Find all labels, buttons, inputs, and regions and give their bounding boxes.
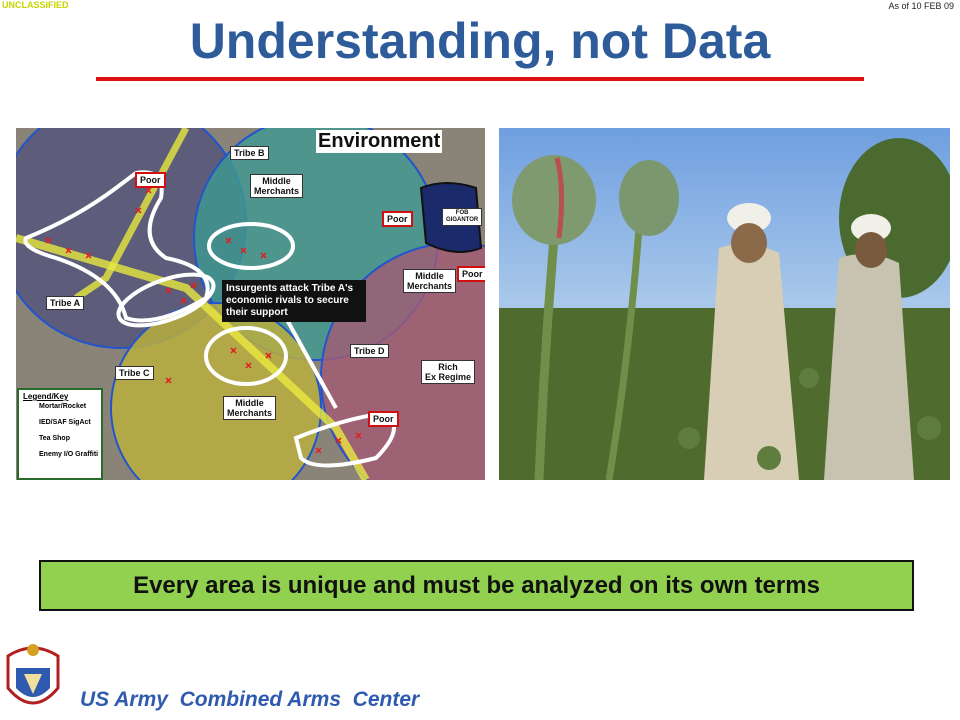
date: As of 10 FEB 09 bbox=[888, 1, 954, 11]
map-label: Tribe B bbox=[230, 146, 269, 160]
map-label: Poor bbox=[135, 172, 166, 188]
legend-item: IED/SAF SigAct bbox=[39, 419, 91, 426]
callout: Insurgents attack Tribe A's economic riv… bbox=[222, 280, 366, 322]
map-label: Middle Merchants bbox=[223, 396, 277, 420]
map-label: Middle Merchants bbox=[403, 269, 457, 293]
map-title: Environment bbox=[316, 130, 443, 153]
classification: UNCLASSIFIED bbox=[2, 0, 69, 10]
map-label: Poor bbox=[382, 211, 413, 227]
map-label: Poor bbox=[368, 411, 399, 427]
organization: US Army Combined Arms Center bbox=[80, 688, 420, 711]
logo bbox=[6, 644, 60, 705]
legend: Legend/Key Mortar/Rocket IED/SAF SigAct … bbox=[17, 388, 103, 480]
environment-map: Environment Tribe B Poor Middle Merchant… bbox=[16, 128, 485, 480]
map-label: Middle Merchants bbox=[250, 174, 304, 198]
photo-image bbox=[499, 128, 950, 480]
title-rule bbox=[96, 77, 864, 81]
map-label: Tribe D bbox=[350, 344, 389, 358]
map-label: Poor bbox=[457, 266, 485, 282]
map-label: Tribe C bbox=[115, 366, 154, 380]
poppy-photo bbox=[499, 128, 950, 480]
legend-title: Legend/Key bbox=[23, 392, 69, 401]
legend-item: Enemy I/O Graffiti bbox=[39, 451, 99, 458]
banner: Every area is unique and must be analyze… bbox=[39, 560, 914, 611]
legend-item: Mortar/Rocket bbox=[39, 403, 87, 410]
slide-title: Understanding, not Data bbox=[189, 13, 771, 69]
map-label: Tribe A bbox=[46, 296, 85, 310]
map-label: FOB GIGANTOR bbox=[442, 208, 483, 226]
legend-item: Tea Shop bbox=[39, 435, 70, 442]
map-label: Rich Ex Regime bbox=[421, 360, 476, 384]
